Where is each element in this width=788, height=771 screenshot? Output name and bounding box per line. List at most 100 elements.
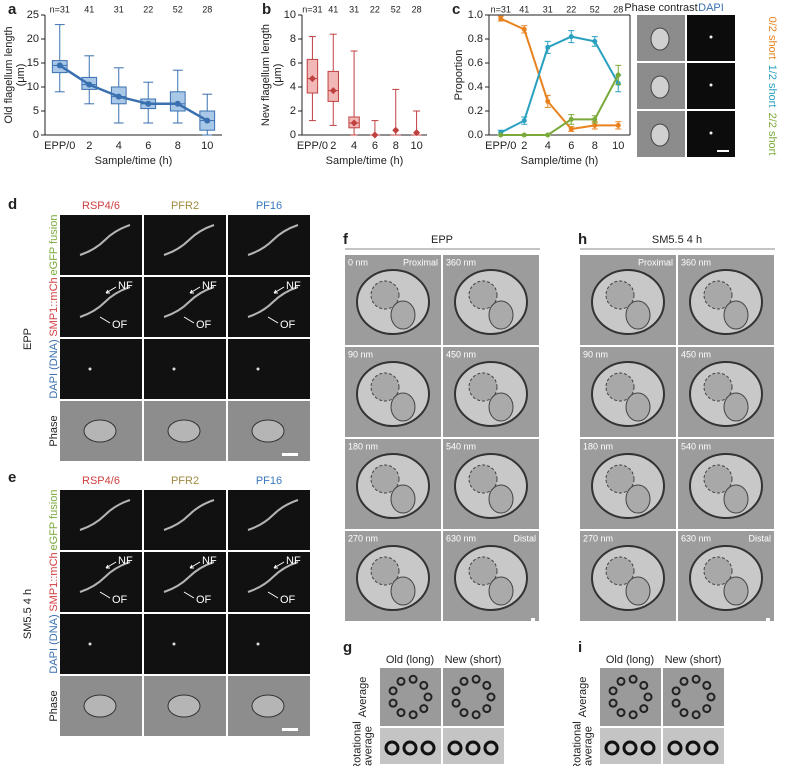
doublet (691, 674, 701, 684)
tile-label: Proximal (403, 257, 438, 267)
y-tick-label: 0.0 (468, 129, 483, 141)
x-axis-label: Sample/time (h) (326, 155, 404, 167)
cell (167, 419, 201, 443)
tile-label: 180 nm (348, 441, 378, 451)
micrograph (60, 490, 142, 550)
doublet (388, 686, 398, 696)
pfr (488, 576, 514, 606)
nucleus (709, 131, 713, 135)
panel-label: i (578, 639, 582, 656)
tile-label: 450 nm (446, 349, 476, 359)
axoneme (370, 280, 400, 310)
column-header: PF16 (256, 200, 282, 212)
panel-label: e (8, 469, 16, 486)
column-header: PF16 (256, 475, 282, 487)
series-line (500, 17, 619, 131)
y-axis-label: (μm) (15, 64, 27, 87)
tile-label: 90 nm (348, 349, 373, 359)
doublet (703, 740, 719, 756)
arrow-label: NF (202, 280, 217, 292)
row-label: Rotational (571, 721, 583, 766)
arrow (267, 561, 285, 599)
doublet (667, 740, 683, 756)
sample-size: 22 (370, 4, 380, 14)
scale-bar (531, 618, 535, 621)
nucleus (88, 642, 92, 646)
doublet (459, 676, 469, 686)
pfr (390, 300, 416, 330)
doublet (482, 704, 492, 714)
micrograph (144, 490, 226, 550)
axoneme (605, 372, 635, 402)
panel-label: d (8, 196, 17, 213)
micrograph (228, 614, 310, 674)
doublet (420, 740, 436, 756)
axoneme (468, 556, 498, 586)
mean-marker (174, 100, 181, 107)
sample-size: n=31 (491, 4, 511, 14)
cell (167, 694, 201, 718)
sample-size: 22 (143, 4, 153, 14)
arrow-label: OF (196, 319, 212, 331)
sample-size: 31 (543, 4, 553, 14)
panel-label: c (452, 1, 460, 18)
cell (83, 419, 117, 443)
pfr (488, 392, 514, 422)
axoneme (605, 556, 635, 586)
y-tick-label: 15 (27, 57, 39, 69)
tile-label: 270 nm (348, 533, 378, 543)
scale-bar (282, 728, 298, 731)
y-tick-label: 25 (27, 9, 39, 21)
point (615, 122, 621, 128)
arrow-label: NF (118, 280, 133, 292)
mean-marker (350, 119, 358, 127)
doublet (402, 740, 418, 756)
nucleus (256, 367, 260, 371)
panel-title: EPP (431, 234, 453, 246)
x-tick-label: 6 (372, 140, 378, 152)
arrow-label: OF (196, 594, 212, 606)
arrow-label: NF (118, 555, 133, 567)
axoneme (370, 556, 400, 586)
sample-size: n=31 (50, 4, 70, 14)
arrow (267, 286, 285, 324)
mean-marker (204, 117, 211, 124)
row-label: Rotational (351, 721, 363, 766)
tile-label: Proximal (638, 257, 673, 267)
tile-label: 630 nm (446, 533, 476, 543)
pfr (723, 576, 749, 606)
legend-entry: 2/2 short (766, 113, 778, 156)
doublet (685, 740, 701, 756)
x-tick-label: 4 (116, 140, 122, 152)
point (498, 132, 504, 138)
column-header: PFR2 (171, 200, 199, 212)
tile-label: 540 nm (446, 441, 476, 451)
doublet (608, 698, 618, 708)
row-label: Phase (48, 690, 60, 721)
flagellum (163, 561, 215, 593)
x-tick-label: EPP/0 (44, 140, 75, 152)
nucleus (172, 367, 176, 371)
doublet (465, 740, 481, 756)
tile-label: 360 nm (446, 257, 476, 267)
nucleus (256, 642, 260, 646)
nucleus (172, 642, 176, 646)
mean-marker (371, 131, 379, 139)
sample-size: 52 (173, 4, 183, 14)
cell (650, 123, 670, 147)
doublet (671, 686, 681, 696)
x-tick-label: 8 (592, 140, 598, 152)
arrow-label: OF (112, 319, 128, 331)
panel-label: b (262, 1, 271, 18)
pfr (488, 300, 514, 330)
sample-size: 41 (328, 4, 338, 14)
column-header: RSP4/6 (82, 475, 120, 487)
axoneme (703, 372, 733, 402)
axoneme (605, 280, 635, 310)
mean-marker (56, 62, 63, 69)
rotational-image (600, 728, 661, 764)
column-header: Old (long) (386, 654, 434, 666)
point (521, 118, 527, 124)
doublet (486, 692, 496, 702)
tile-label: Distal (513, 533, 536, 543)
